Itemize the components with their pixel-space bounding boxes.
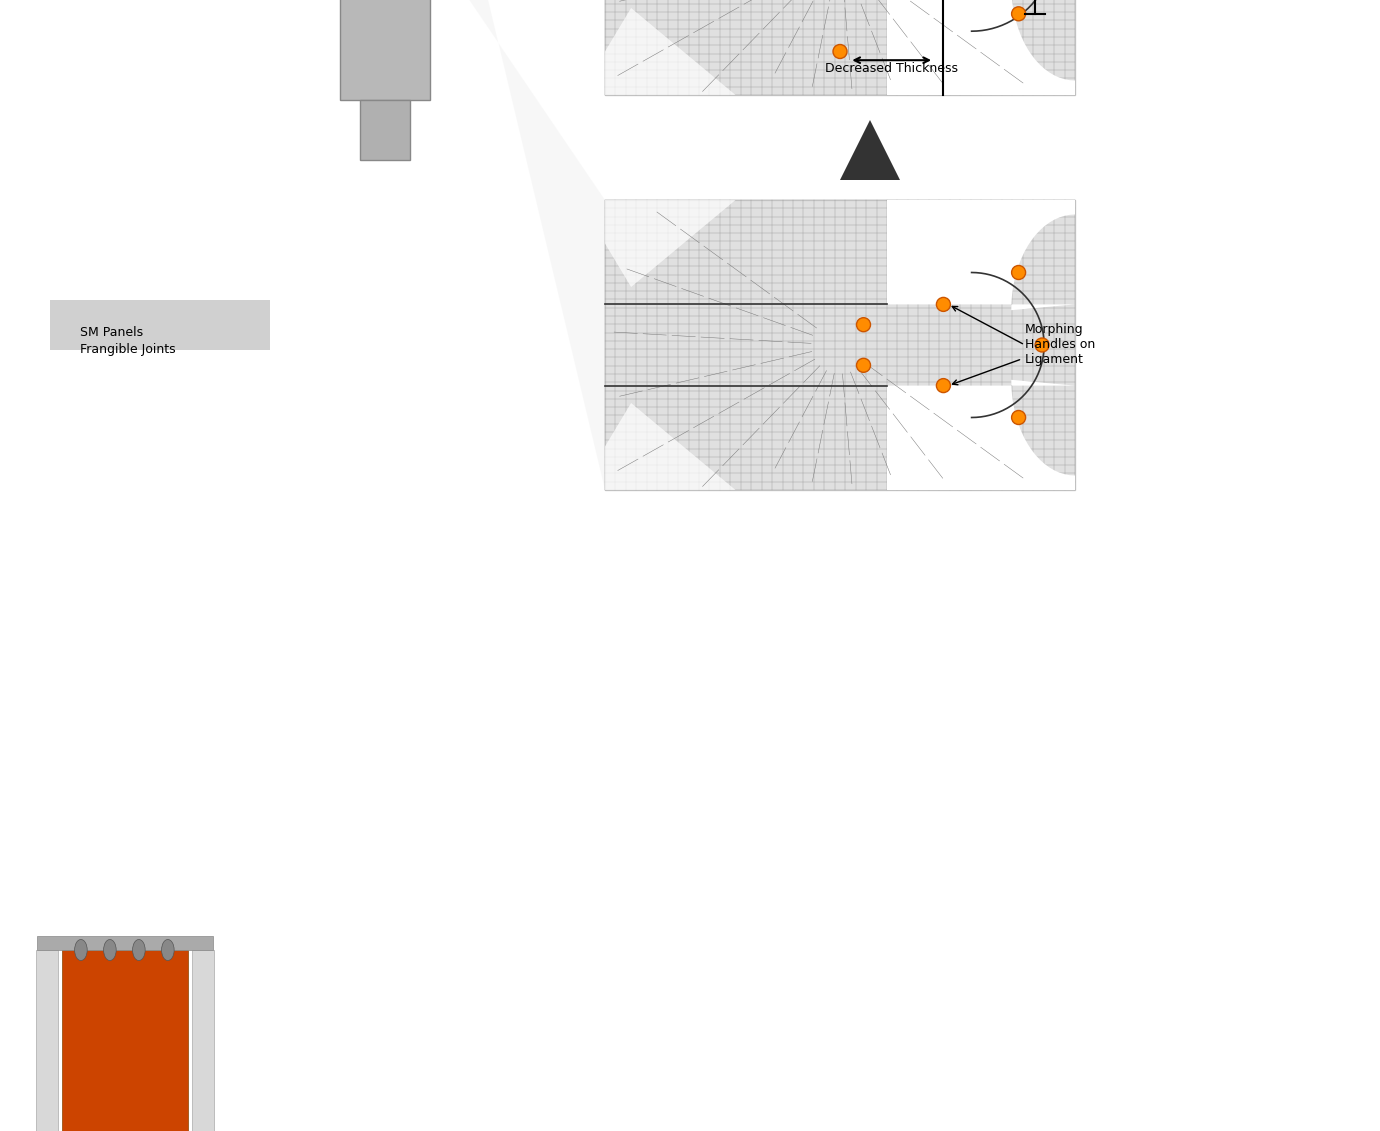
Bar bbox=[36, 950, 58, 1131]
Text: SM Panels: SM Panels bbox=[80, 326, 144, 338]
Bar bbox=[604, 200, 1075, 490]
Ellipse shape bbox=[75, 940, 87, 960]
Circle shape bbox=[857, 359, 871, 372]
Circle shape bbox=[1035, 338, 1049, 352]
Bar bbox=[360, 100, 410, 159]
Bar bbox=[192, 950, 214, 1131]
Text: Morphing
Handles on
Ligament: Morphing Handles on Ligament bbox=[952, 323, 1096, 385]
Circle shape bbox=[937, 379, 951, 392]
Bar bbox=[339, 0, 431, 100]
Text: Frangible Joints: Frangible Joints bbox=[80, 344, 175, 356]
Polygon shape bbox=[887, 0, 1075, 95]
Polygon shape bbox=[840, 120, 900, 180]
Polygon shape bbox=[604, 200, 736, 287]
Text: Decreased Thickness: Decreased Thickness bbox=[825, 62, 958, 75]
Bar bbox=[50, 300, 270, 349]
Polygon shape bbox=[887, 380, 1075, 490]
Ellipse shape bbox=[161, 940, 174, 960]
Circle shape bbox=[1012, 266, 1025, 279]
Circle shape bbox=[1012, 7, 1025, 20]
Ellipse shape bbox=[104, 940, 116, 960]
Circle shape bbox=[834, 44, 847, 59]
Polygon shape bbox=[320, 0, 604, 490]
Circle shape bbox=[937, 297, 951, 311]
Ellipse shape bbox=[132, 940, 145, 960]
Circle shape bbox=[1012, 411, 1025, 424]
Bar bbox=[604, 0, 1075, 95]
Polygon shape bbox=[604, 8, 736, 95]
Circle shape bbox=[857, 318, 871, 331]
Bar bbox=[37, 936, 213, 950]
Polygon shape bbox=[887, 200, 1075, 310]
Bar bbox=[62, 950, 188, 1131]
Polygon shape bbox=[604, 403, 736, 490]
